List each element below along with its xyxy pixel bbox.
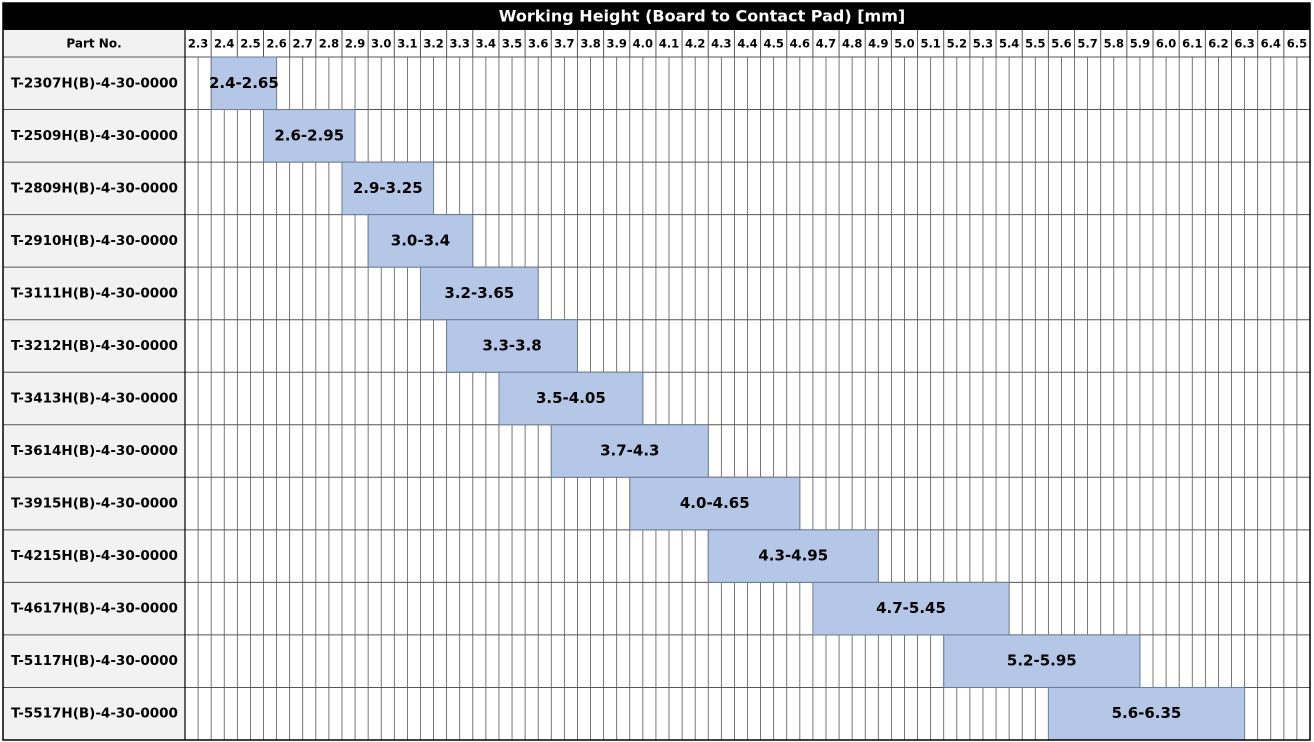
x-tick-label: 5.4: [999, 37, 1019, 51]
bar-label: 3.2-3.65: [444, 284, 514, 302]
x-tick-label: 2.5: [240, 37, 260, 51]
category-label: T-5117H(B)-4-30-0000: [11, 653, 178, 669]
x-tick-label: 3.7: [554, 37, 574, 51]
bar-label: 3.3-3.8: [482, 336, 541, 354]
chart-title: Working Height (Board to Contact Pad) [m…: [499, 7, 905, 26]
x-tick-label: 2.3: [188, 37, 208, 51]
range-bar: [210, 56, 278, 111]
bar-label: 3.0-3.4: [391, 231, 450, 249]
range-bar: [341, 161, 435, 216]
category-label: T-2509H(B)-4-30-0000: [11, 128, 178, 144]
x-tick-label: 3.6: [528, 37, 548, 51]
x-tick-label: 3.1: [397, 37, 417, 51]
range-bar: [419, 266, 539, 321]
category-header: Part No.: [66, 37, 121, 51]
x-tick-label: 2.9: [345, 37, 365, 51]
x-tick-label: 4.8: [842, 37, 862, 51]
x-tick-label: 4.9: [868, 37, 888, 51]
x-tick-label: 2.8: [319, 37, 339, 51]
x-tick-label: 3.4: [476, 37, 496, 51]
x-tick-label: 5.9: [1130, 37, 1150, 51]
category-label: T-2809H(B)-4-30-0000: [11, 180, 178, 196]
x-tick-label: 2.6: [266, 37, 286, 51]
bar-label: 2.9-3.25: [353, 179, 423, 197]
bar-label: 2.4-2.65: [209, 74, 279, 92]
x-tick-label: 6.0: [1156, 37, 1176, 51]
x-tick-label: 3.0: [371, 37, 391, 51]
x-tick-label: 4.2: [685, 37, 705, 51]
category-label: T-2307H(B)-4-30-0000: [11, 75, 178, 91]
x-tick-label: 2.4: [214, 37, 234, 51]
category-label: T-4215H(B)-4-30-0000: [11, 548, 178, 564]
bar-label: 4.0-4.65: [680, 494, 750, 512]
category-label: T-3915H(B)-4-30-0000: [11, 496, 178, 512]
x-tick-label: 3.5: [502, 37, 522, 51]
x-tick-label: 5.1: [920, 37, 940, 51]
x-tick-label: 5.6: [1051, 37, 1071, 51]
range-bar: [262, 109, 356, 163]
x-tick-label: 4.5: [763, 37, 783, 51]
category-label: T-3614H(B)-4-30-0000: [11, 443, 178, 459]
bar-label: 3.7-4.3: [600, 442, 659, 460]
category-label: T-3111H(B)-4-30-0000: [11, 285, 178, 301]
range-bar: [707, 529, 879, 583]
bar-label: 2.6-2.95: [274, 126, 344, 144]
title-bar: [3, 3, 1310, 30]
x-tick-label: 5.2: [947, 37, 967, 51]
x-tick-label: 6.5: [1287, 37, 1307, 51]
range-bar: [550, 424, 709, 478]
x-tick-label: 4.7: [816, 37, 836, 51]
x-tick-label: 5.0: [894, 37, 914, 51]
range-bar: [498, 371, 644, 426]
range-bar: [812, 581, 1010, 636]
bar-label: 4.3-4.95: [758, 547, 828, 565]
x-tick-label: 5.8: [1104, 37, 1124, 51]
x-tick-label: 5.7: [1077, 37, 1097, 51]
x-tick-label: 6.2: [1208, 37, 1228, 51]
x-tick-label: 4.3: [711, 37, 731, 51]
x-tick-label: 4.0: [633, 37, 653, 51]
category-label: T-2910H(B)-4-30-0000: [11, 233, 178, 249]
x-tick-label: 6.1: [1182, 37, 1202, 51]
category-label: T-5517H(B)-4-30-0000: [11, 706, 178, 722]
x-tick-label: 4.1: [659, 37, 679, 51]
x-tick-label: 3.2: [423, 37, 443, 51]
x-tick-label: 3.9: [606, 37, 626, 51]
range-bar: [943, 634, 1141, 688]
category-label: T-3413H(B)-4-30-0000: [11, 391, 178, 407]
category-label: T-3212H(B)-4-30-0000: [11, 338, 178, 354]
range-bar: [629, 476, 801, 531]
bar-label: 5.6-6.35: [1112, 704, 1182, 722]
x-tick-label: 6.4: [1261, 37, 1281, 51]
x-tick-label: 5.5: [1025, 37, 1045, 51]
bar-label: 5.2-5.95: [1007, 652, 1077, 670]
x-tick-label: 6.3: [1234, 37, 1254, 51]
x-tick-label: 5.3: [973, 37, 993, 51]
x-tick-label: 4.4: [737, 37, 757, 51]
category-label: T-4617H(B)-4-30-0000: [11, 601, 178, 617]
x-tick-label: 2.7: [293, 37, 313, 51]
bar-label: 4.7-5.45: [876, 599, 946, 617]
x-tick-label: 3.3: [450, 37, 470, 51]
range-bar: [446, 319, 578, 373]
category-column: [3, 30, 185, 740]
x-tick-label: 4.6: [790, 37, 810, 51]
range-bar: [367, 214, 474, 268]
bar-label: 3.5-4.05: [536, 389, 606, 407]
x-tick-label: 3.8: [580, 37, 600, 51]
